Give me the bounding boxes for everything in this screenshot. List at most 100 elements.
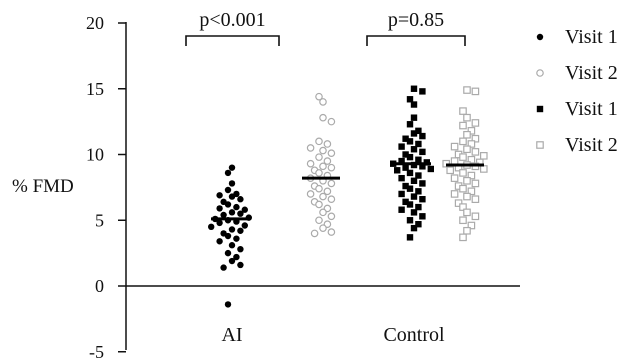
data-point-open-circle [327, 179, 336, 188]
data-point-filled-circle [228, 226, 236, 233]
data-point-open-circle [327, 163, 336, 172]
data-point-filled-circle [224, 232, 232, 240]
data-point-filled-square [415, 203, 422, 211]
data-point-open-circle [315, 137, 323, 146]
data-point-open-square [446, 166, 455, 175]
data-point-open-circle [315, 200, 323, 209]
data-point-filled-circle [216, 192, 223, 199]
data-point-open-square [463, 113, 471, 122]
data-point-filled-square [415, 220, 422, 228]
data-point-filled-circle [208, 223, 215, 231]
significance-brackets: p<0.001 p=0.85 [185, 9, 466, 46]
data-point-open-circle [319, 192, 327, 201]
data-point-open-circle [315, 216, 323, 225]
legend-label: Visit 1 [565, 98, 618, 120]
y-ticks: -5 0 5 10 15 20 [86, 13, 126, 360]
data-point-filled-square [419, 132, 426, 140]
data-point-open-square [459, 137, 467, 146]
data-point-filled-square [410, 193, 418, 200]
data-point-open-square [459, 169, 467, 177]
data-point-filled-square [419, 88, 426, 95]
data-point-open-square [463, 192, 471, 201]
y-tick-label: 15 [86, 79, 104, 99]
data-point-filled-circle [233, 235, 240, 242]
data-point-filled-square [419, 148, 426, 156]
data-point-open-square [459, 233, 467, 242]
data-point-open-square [454, 199, 463, 207]
data-point-open-square [463, 177, 471, 185]
data-point-open-circle [319, 208, 327, 217]
data-point-filled-square [398, 174, 405, 182]
data-point-filled-circle [220, 211, 227, 219]
data-point-open-square [471, 212, 480, 221]
data-point-filled-circle [241, 206, 248, 213]
p-value-label: p=0.85 [388, 9, 444, 31]
data-point-open-square [480, 165, 488, 173]
data-point-open-square [459, 153, 467, 161]
data-point-open-circle [319, 162, 327, 171]
mean-lines [211, 162, 484, 221]
data-points [208, 85, 488, 308]
data-point-open-circle [327, 212, 336, 221]
data-point-open-square [467, 155, 476, 164]
data-point-filled-square [406, 153, 414, 161]
legend: Visit 1 Visit 2 Visit 1 Visit 2 [536, 26, 618, 156]
y-tick-label: -5 [89, 342, 104, 360]
data-point-open-square [471, 87, 480, 96]
data-point-filled-square [410, 101, 418, 108]
data-point-filled-square [406, 138, 414, 145]
data-point-filled-square [406, 185, 414, 192]
data-point-filled-square [398, 157, 405, 165]
data-point-open-square [450, 174, 459, 182]
data-point-filled-square [415, 127, 422, 135]
data-point-filled-square [410, 114, 418, 121]
data-point-filled-square [410, 177, 418, 184]
data-point-open-circle [306, 159, 315, 168]
data-point-filled-circle [216, 238, 223, 245]
data-point-filled-circle [228, 209, 236, 216]
data-point-open-square [467, 127, 476, 135]
data-point-open-circle [306, 144, 315, 152]
data-point-filled-circle [233, 253, 240, 261]
data-point-filled-circle [237, 196, 244, 203]
data-point-open-circle [323, 140, 332, 148]
data-point-filled-square [415, 140, 422, 148]
data-point-filled-square [415, 156, 422, 163]
data-point-filled-circle [228, 164, 236, 171]
data-point-filled-square [406, 169, 414, 177]
data-point-open-circle [306, 190, 315, 198]
y-tick-label: 20 [86, 13, 104, 33]
data-point-open-square [459, 184, 467, 193]
legend-label: Visit 2 [565, 134, 618, 156]
data-point-open-circle [319, 113, 327, 122]
data-point-filled-circle [228, 180, 236, 187]
y-tick-label: 10 [86, 145, 104, 165]
data-point-open-square [467, 221, 476, 230]
data-point-open-circle [310, 229, 319, 238]
data-point-filled-circle [224, 169, 232, 177]
data-point-open-square [459, 203, 467, 211]
data-point-open-square [450, 142, 459, 151]
data-point-open-square [480, 152, 488, 160]
data-point-filled-square [402, 164, 409, 171]
data-point-filled-circle [216, 205, 223, 212]
legend-label: Visit 2 [565, 62, 618, 84]
data-point-open-circle [327, 149, 336, 157]
data-point-open-square [459, 216, 467, 225]
data-point-filled-square [406, 201, 414, 208]
data-point-filled-square [410, 224, 418, 232]
p-value-label: p<0.001 [199, 9, 265, 31]
data-point-filled-circle [237, 261, 244, 269]
data-point-filled-circle [224, 201, 232, 208]
data-point-open-circle [315, 169, 323, 177]
data-point-filled-square [406, 217, 414, 224]
data-point-open-square [463, 130, 471, 139]
data-point-open-circle [315, 92, 323, 101]
y-tick-label: 5 [95, 210, 104, 230]
data-point-open-circle [319, 98, 327, 106]
data-point-open-circle [327, 117, 336, 126]
data-point-filled-circle [228, 193, 236, 200]
data-point-open-square [459, 121, 467, 130]
data-point-filled-square [419, 180, 426, 187]
data-point-filled-circle [228, 257, 236, 265]
